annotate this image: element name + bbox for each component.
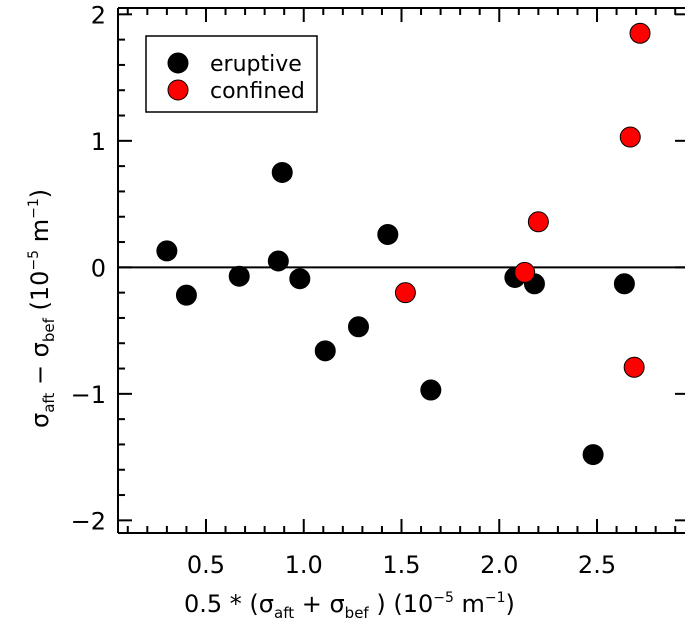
legend-label-eruptive: eruptive — [210, 52, 302, 77]
y-tick-label: −2 — [71, 507, 106, 535]
legend: eruptive confined — [145, 35, 318, 113]
x-tick-label: 1.5 — [382, 551, 420, 579]
data-points — [156, 22, 651, 466]
x-tick-label: 2.0 — [480, 551, 518, 579]
ticks: 0.5 1.0 1.5 2.0 2.5 −2 −1 0 1 2 — [71, 1, 685, 579]
x-axis-title: 0.5 * (σaft + σbef ) (10−5 m−1) — [184, 590, 515, 621]
x-tick-label: 0.5 — [187, 551, 225, 579]
x-tick-label: 2.5 — [578, 551, 616, 579]
confined-point — [527, 211, 549, 233]
confined-point — [623, 356, 645, 378]
legend-marker-confined — [167, 79, 189, 101]
y-axis-title: σaft − σbef (10−5 m−1) — [26, 189, 58, 428]
x-tick-label: 1.0 — [285, 551, 323, 579]
y-tick-label: 1 — [91, 128, 106, 156]
y-tick-label: 2 — [91, 1, 106, 29]
y-tick-label: −1 — [71, 381, 106, 409]
legend-box — [145, 35, 318, 113]
confined-point — [619, 126, 641, 148]
y-tick-label: 0 — [91, 254, 106, 282]
eruptive-point — [289, 268, 311, 290]
plot-area: 0.5 1.0 1.5 2.0 2.5 −2 −1 0 1 2 — [71, 1, 685, 579]
eruptive-point — [314, 340, 336, 362]
eruptive-point — [175, 284, 197, 306]
legend-marker-eruptive — [167, 52, 189, 74]
eruptive-point — [420, 379, 442, 401]
eruptive-point — [582, 444, 604, 466]
eruptive-point — [228, 265, 250, 287]
eruptive-point — [271, 161, 293, 183]
eruptive-point — [156, 240, 178, 262]
confined-point — [394, 282, 416, 304]
eruptive-point — [377, 223, 399, 245]
confined-point — [514, 261, 536, 283]
legend-label-confined: confined — [210, 79, 305, 104]
eruptive-point — [613, 273, 635, 295]
eruptive-point — [347, 316, 369, 338]
eruptive-point — [267, 250, 289, 272]
confined-point — [629, 22, 651, 44]
